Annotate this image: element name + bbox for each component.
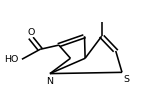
Text: S: S (124, 75, 130, 84)
Text: O: O (27, 28, 35, 37)
Text: HO: HO (4, 55, 19, 64)
Text: N: N (46, 77, 53, 86)
